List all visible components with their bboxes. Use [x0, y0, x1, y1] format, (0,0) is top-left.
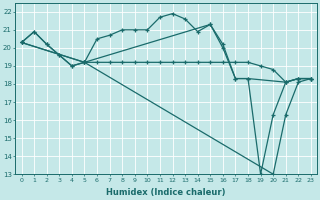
X-axis label: Humidex (Indice chaleur): Humidex (Indice chaleur): [107, 188, 226, 197]
